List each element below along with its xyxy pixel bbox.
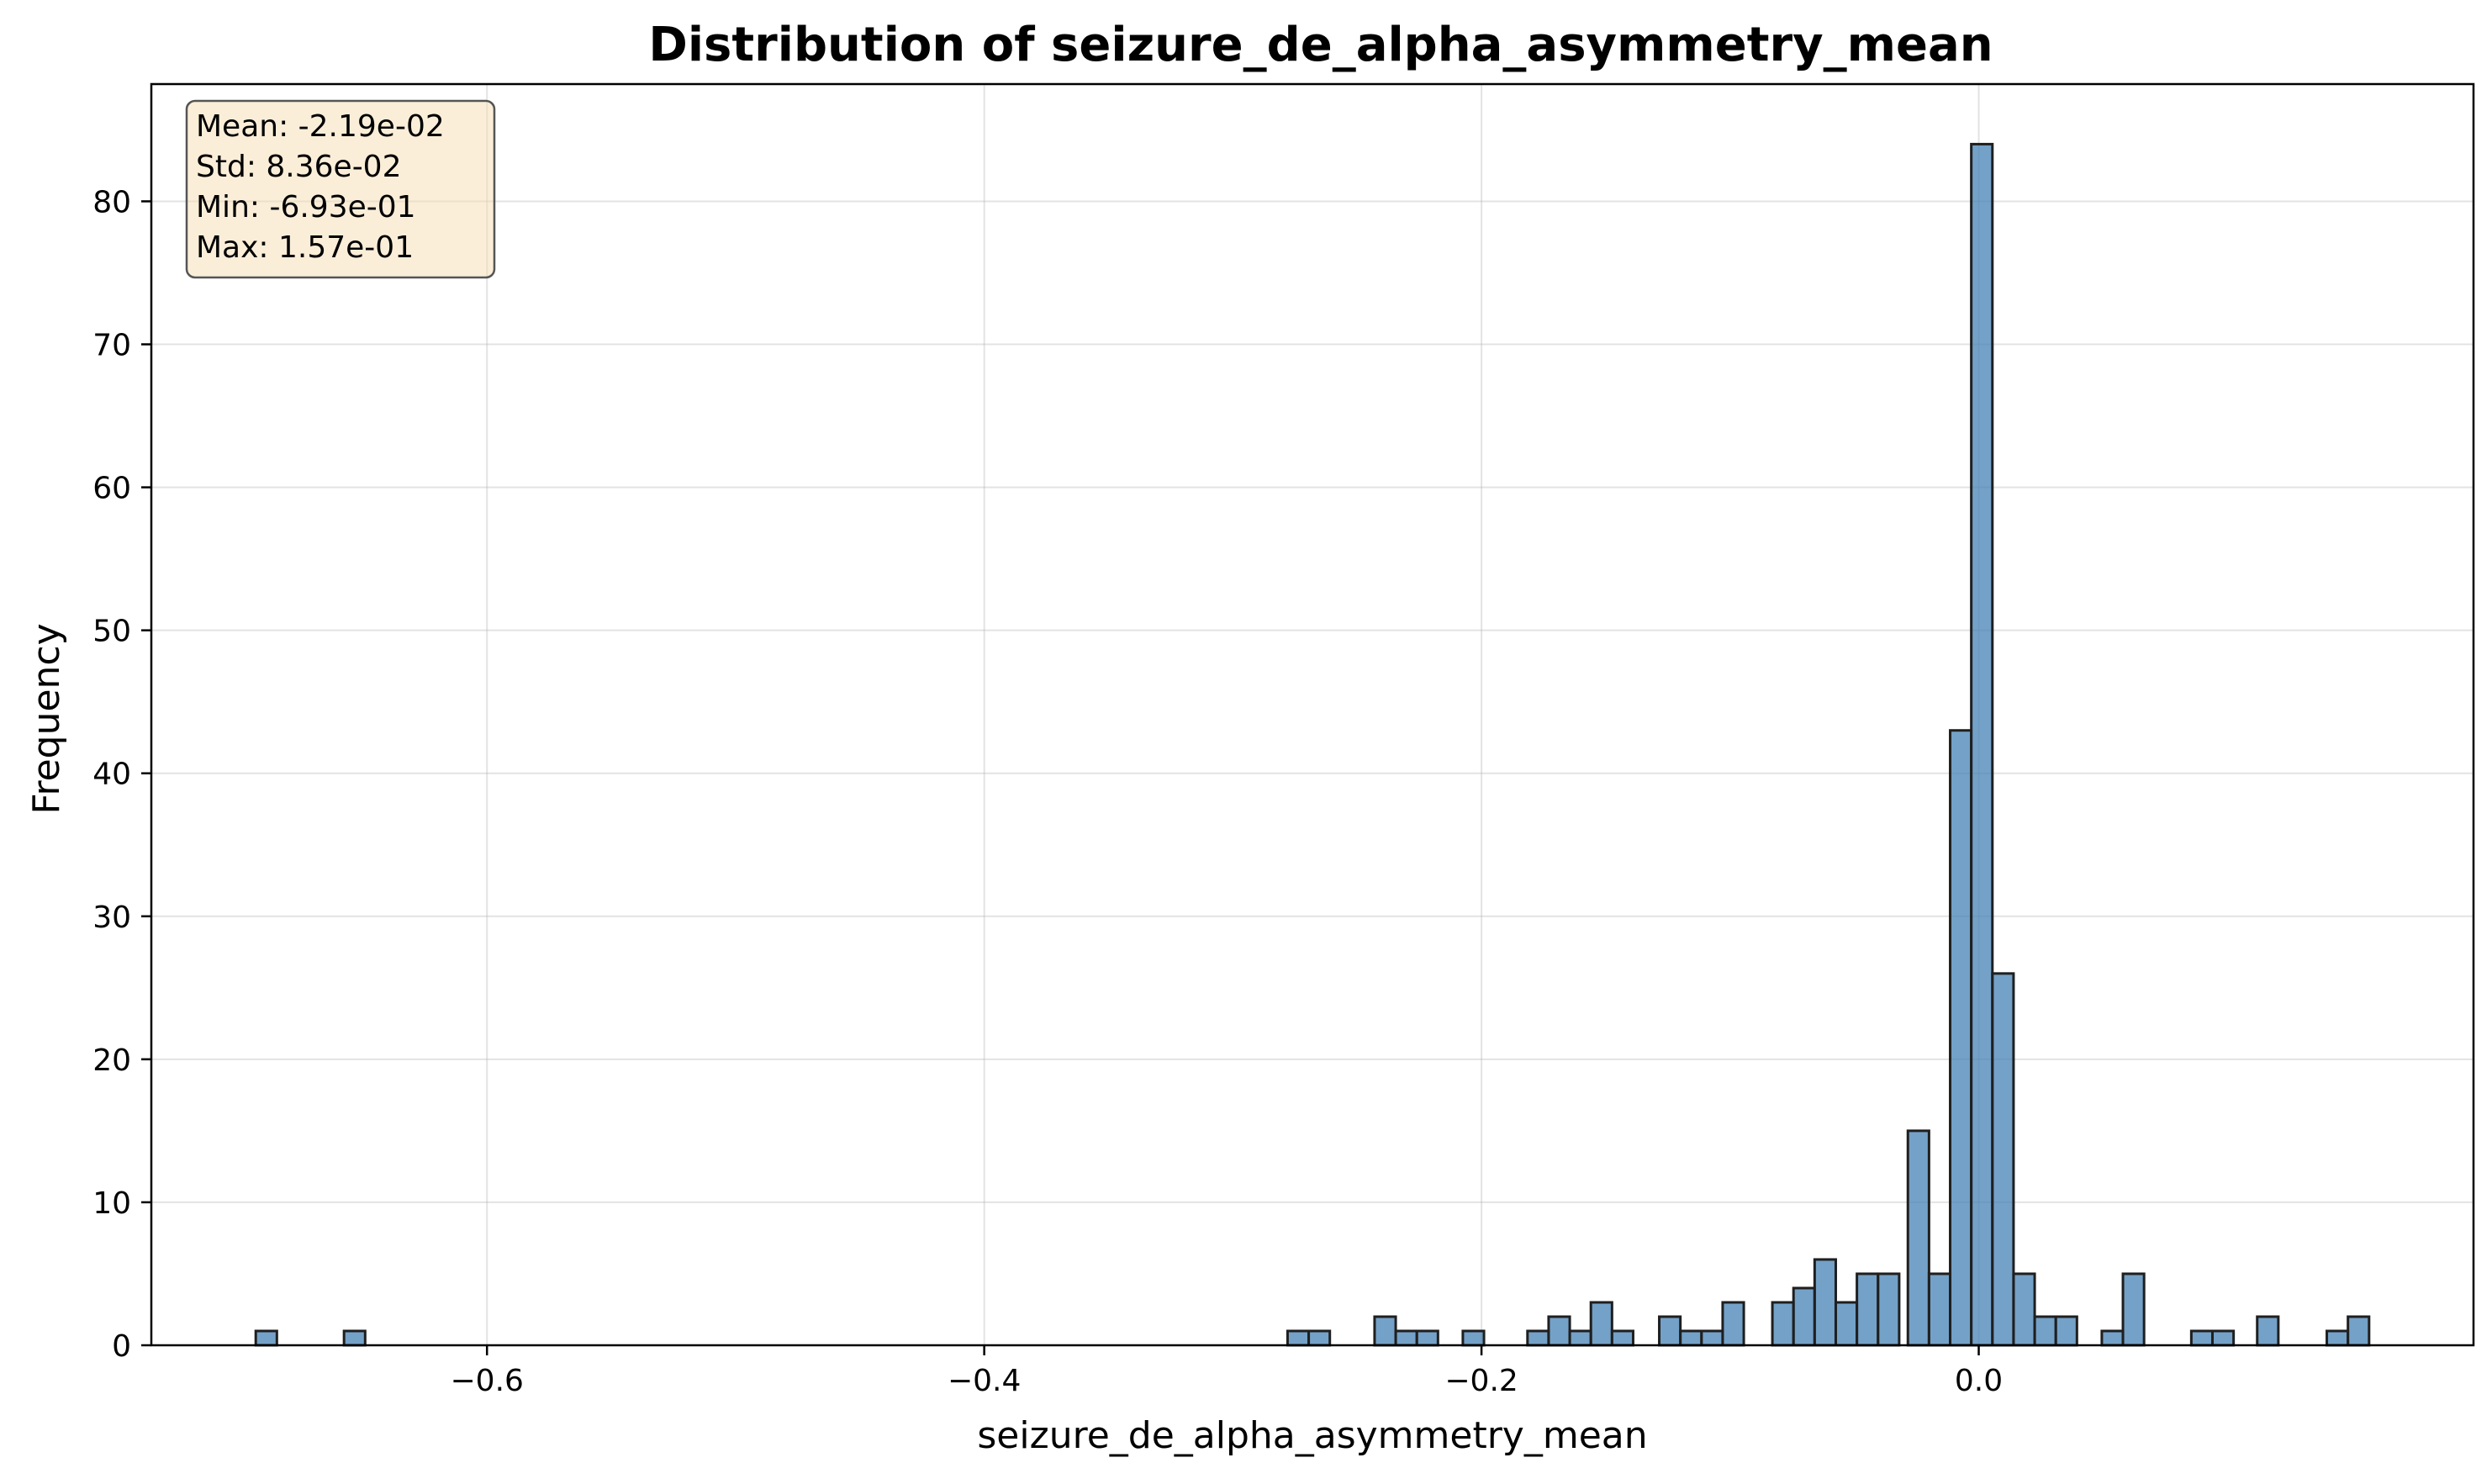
histogram-bar	[1834, 1301, 1859, 1347]
stats-max: Max: 1.57e-01	[196, 230, 414, 265]
y-tick-label: 0	[112, 1329, 131, 1364]
histogram-bar	[1700, 1329, 1724, 1347]
histogram-bar	[1307, 1329, 1332, 1347]
histogram-bar	[2012, 1272, 2036, 1347]
histogram-bar	[2210, 1329, 2236, 1347]
histogram-bar	[1568, 1329, 1592, 1347]
histogram-bar	[2054, 1315, 2078, 1347]
grid-lines	[151, 84, 2474, 1346]
histogram-bar	[1970, 142, 1994, 1347]
stats-min: Min: -6.93e-01	[196, 190, 416, 224]
chart-title: Distribution of seizure_de_alpha_asymmet…	[648, 18, 1993, 72]
histogram-bar	[1373, 1315, 1397, 1347]
histogram-bar	[1991, 972, 2015, 1347]
histogram-bar	[1771, 1301, 1795, 1347]
histogram-bar	[2121, 1272, 2146, 1347]
stats-std: Std: 8.36e-02	[196, 150, 402, 184]
histogram-bar	[1286, 1329, 1311, 1347]
x-tick-label: −0.6	[451, 1364, 524, 1398]
histogram-bar	[2189, 1329, 2214, 1347]
y-tick-label: 20	[92, 1043, 131, 1078]
histogram-bar	[1610, 1329, 1634, 1347]
histogram-bar	[1589, 1301, 1613, 1347]
plot-frame	[150, 82, 2475, 1347]
x-tick-label: −0.2	[1444, 1364, 1518, 1398]
histogram-bar	[1877, 1272, 1901, 1347]
x-axis-label: seizure_de_alpha_asymmetry_mean	[977, 1414, 1647, 1457]
histogram-bar	[1415, 1329, 1439, 1347]
y-tick-label: 80	[92, 185, 131, 219]
y-tick-label: 10	[92, 1186, 131, 1221]
y-tick-label: 70	[92, 329, 131, 363]
stats-mean: Mean: -2.19e-02	[196, 109, 445, 144]
histogram-bars	[254, 142, 2371, 1347]
x-tick-label: −0.4	[948, 1364, 1021, 1398]
histogram-bar	[2347, 1315, 2371, 1347]
y-tick-label: 50	[92, 615, 131, 649]
x-tick-label: 0.0	[1955, 1364, 2003, 1398]
histogram-bar	[1679, 1329, 1703, 1347]
histogram-bar	[1394, 1329, 1418, 1347]
histogram-bar	[2100, 1329, 2125, 1347]
histogram-bar	[1658, 1315, 1682, 1347]
y-tick-label: 40	[92, 758, 131, 792]
histogram-bar	[1792, 1286, 1816, 1347]
histogram-bar	[1949, 729, 1973, 1347]
stats-box-background	[185, 99, 496, 279]
histogram-bar	[1547, 1315, 1571, 1347]
histogram-bar	[2326, 1329, 2350, 1347]
histogram-bar	[342, 1329, 367, 1347]
histogram-bar	[1906, 1129, 1930, 1347]
histogram-bar	[1721, 1301, 1745, 1347]
histogram-bar	[1813, 1258, 1837, 1347]
histogram-bar	[2256, 1315, 2280, 1347]
x-axis-ticks: −0.6 −0.4 −0.2 0.0	[451, 1345, 2003, 1398]
histogram-bar	[1927, 1272, 1952, 1347]
y-axis-ticks: 0 10 20 30 40 50 60 70 80	[92, 185, 151, 1364]
y-axis-label: Frequency	[25, 623, 68, 814]
histogram-bar	[1856, 1272, 1880, 1347]
y-tick-label: 30	[92, 900, 131, 935]
histogram-bar	[254, 1329, 278, 1347]
histogram-bar	[1461, 1329, 1486, 1347]
histogram-bar	[2033, 1315, 2057, 1347]
y-tick-label: 60	[92, 472, 131, 506]
histogram-bar	[1526, 1329, 1550, 1347]
stats-box: Mean: -2.19e-02 Std: 8.36e-02 Min: -6.93…	[185, 99, 496, 279]
